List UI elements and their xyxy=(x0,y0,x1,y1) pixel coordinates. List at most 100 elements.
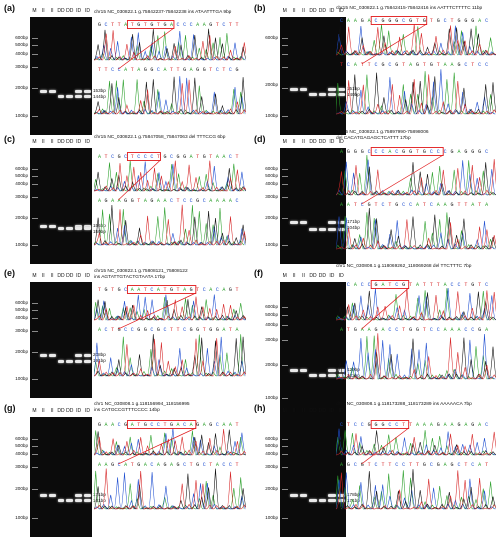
base-call: A xyxy=(430,422,433,428)
ladder-size-label: 500bp xyxy=(265,172,278,178)
base-call: G xyxy=(98,422,101,428)
base-call: C xyxy=(430,149,433,155)
base-call: G xyxy=(203,154,206,160)
ladder-labels: 600bp 500bp 400bp 300bp 200bp 100bp xyxy=(254,282,278,420)
base-call: G xyxy=(209,22,212,28)
base-call: C xyxy=(190,22,193,28)
lane-header: M II II DD DD ID ID xyxy=(30,8,92,14)
base-call: G xyxy=(361,149,364,155)
base-call: C xyxy=(437,327,440,333)
dna-band xyxy=(48,224,56,228)
base-call: T xyxy=(170,67,173,73)
base-call: T xyxy=(388,202,391,208)
base-call: C xyxy=(111,154,114,160)
base-call: C xyxy=(402,462,405,468)
base-call: C xyxy=(216,67,219,73)
base-call: G xyxy=(170,287,173,293)
base-call: C xyxy=(485,282,488,288)
base-call: T xyxy=(402,422,405,428)
base-call: T xyxy=(177,327,180,333)
ladder-band xyxy=(282,38,289,40)
base-call: C xyxy=(150,327,153,333)
base-call: A xyxy=(381,282,384,288)
base-call: T xyxy=(485,462,488,468)
base-call: T xyxy=(402,327,405,333)
dna-band xyxy=(337,221,345,225)
base-call: T xyxy=(416,462,419,468)
lane-label: DD xyxy=(66,273,74,279)
base-call: A xyxy=(118,198,121,204)
base-call: G xyxy=(137,327,140,333)
ladder-band xyxy=(32,217,38,219)
lane-label: DD xyxy=(57,273,65,279)
base-call: T xyxy=(98,67,101,73)
base-call: T xyxy=(111,22,114,28)
base-call: A xyxy=(478,422,481,428)
band-size-label: 171bp xyxy=(347,219,360,225)
base-call: A xyxy=(416,202,419,208)
lane-label: DD xyxy=(318,408,327,414)
ladder-band xyxy=(282,245,289,247)
base-call: T xyxy=(409,282,412,288)
base-call: T xyxy=(111,287,114,293)
ladder-labels: 600bp 500bp 400bp 300bp 200bp 100bp xyxy=(4,282,28,398)
base-call: C xyxy=(430,327,433,333)
lane-label: DD xyxy=(57,408,65,414)
base-call: G xyxy=(354,327,357,333)
base-call: G xyxy=(111,462,114,468)
base-call: G xyxy=(144,67,147,73)
base-call: C xyxy=(150,462,153,468)
band-size-label: 178bp xyxy=(347,491,360,497)
base-call: C xyxy=(444,18,447,24)
dna-band xyxy=(328,493,336,497)
base-call: G xyxy=(150,198,153,204)
base-call: A xyxy=(416,282,419,288)
base-call: T xyxy=(222,67,225,73)
base-call: T xyxy=(163,287,166,293)
trace-G xyxy=(336,207,496,250)
band-size-label: 144bp xyxy=(93,94,106,100)
ladder-size-label: 500bp xyxy=(265,312,278,318)
ladder-band xyxy=(32,45,38,47)
ladder-size-label: 500bp xyxy=(15,306,28,312)
ladder-band xyxy=(32,309,38,311)
base-call: C xyxy=(430,462,433,468)
base-call: G xyxy=(105,198,108,204)
dna-band xyxy=(75,353,83,357)
ladder-band xyxy=(32,53,38,55)
base-call: T xyxy=(144,287,147,293)
base-call: C xyxy=(150,154,153,160)
lane-label: II xyxy=(41,139,45,145)
base-call: C xyxy=(409,202,412,208)
base-call: A xyxy=(190,67,193,73)
base-call: G xyxy=(118,287,121,293)
base-call: A xyxy=(137,287,140,293)
ladder-band xyxy=(282,175,289,177)
trace-A xyxy=(336,470,495,510)
ladder-band xyxy=(282,45,289,47)
base-call: G xyxy=(137,462,140,468)
trace-T xyxy=(336,431,496,456)
ladder-size-label: 600bp xyxy=(15,435,28,441)
base-call: C xyxy=(222,22,225,28)
base-call: G xyxy=(118,154,121,160)
dna-band xyxy=(66,226,74,230)
band-size-labels: 129bp 122bp xyxy=(347,367,360,379)
dna-band xyxy=(84,224,91,228)
base-call: C xyxy=(395,282,398,288)
dna-band xyxy=(75,224,83,228)
base-call: C xyxy=(395,422,398,428)
ladder-band xyxy=(32,116,38,118)
ladder-size-label: 100bp xyxy=(15,113,28,119)
ladder-band xyxy=(282,467,289,469)
panel-label: (g) xyxy=(4,403,16,413)
lane-header: M II II DD DD ID ID xyxy=(280,8,346,14)
dna-band xyxy=(75,94,83,98)
dna-band xyxy=(84,226,91,230)
base-call: G xyxy=(368,422,371,428)
ladder-size-label: 600bp xyxy=(265,165,278,171)
ladder-size-label: 400bp xyxy=(265,321,278,327)
base-call: A xyxy=(381,327,384,333)
ladder-size-label: 100bp xyxy=(15,242,28,248)
